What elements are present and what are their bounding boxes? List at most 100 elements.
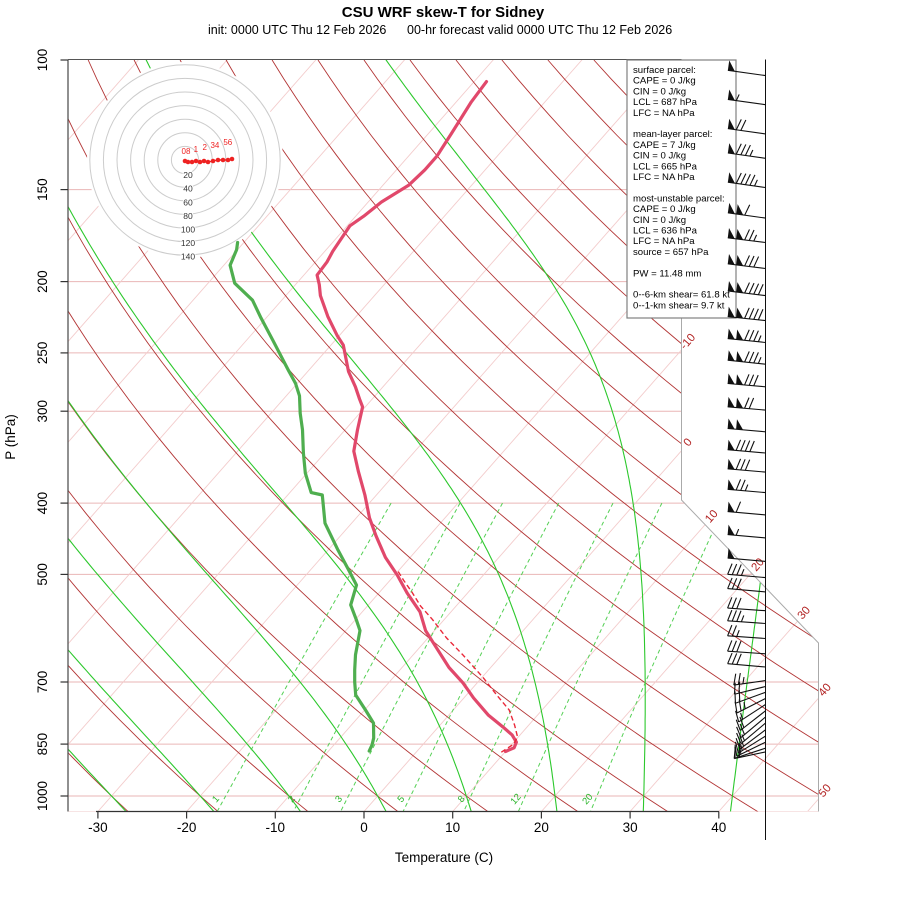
wind-barb-full (735, 439, 742, 451)
wind-barb-full (731, 563, 738, 575)
isotherm-line (807, 59, 819, 812)
wind-barb (727, 172, 766, 189)
wind-barb-full (748, 255, 755, 267)
parcel-info-line: CIN = 0 J/kg (633, 86, 686, 97)
wind-barb-pennant (727, 501, 735, 513)
wind-barb-shaft (727, 635, 766, 640)
wind-barb-full (727, 577, 733, 589)
wind-barb (727, 118, 766, 135)
mixing-ratio-line (588, 502, 727, 812)
wind-barb (727, 253, 766, 270)
wind-barb-half (735, 528, 740, 536)
wind-barb (727, 501, 766, 516)
parcel-info-line: LFC = NA hPa (633, 236, 695, 247)
wind-barb-full (731, 597, 737, 609)
wind-barb (727, 143, 766, 159)
hodograph-trace-dot (225, 157, 231, 163)
wind-barb-full (735, 143, 742, 155)
wind-barb-full (727, 640, 733, 652)
wind-barb-full (744, 204, 751, 216)
hodograph-trace-dot (215, 157, 221, 163)
x-axis-title: Temperature (C) (395, 850, 493, 865)
wind-barb (735, 704, 766, 723)
wind-barb-full (744, 174, 751, 185)
wind-barb-pennant (736, 282, 744, 293)
parcel-info-line: mean-layer parcel: (633, 129, 712, 140)
wind-barb-shaft (740, 722, 766, 745)
moist-adiabat-line (68, 59, 218, 812)
wind-barb-shaft (739, 729, 766, 750)
wind-barb-full (735, 119, 742, 131)
isotherm-line (629, 59, 819, 812)
wind-barb-half (736, 629, 740, 637)
wind-barb (727, 652, 766, 668)
wind-barb-pennant (727, 350, 735, 361)
parcel-info-border (626, 59, 737, 319)
wind-barb-half (739, 743, 743, 751)
wind-barb-pennant (727, 439, 735, 451)
parcel-info-line: 0--6-km shear= 61.8 kt (633, 290, 730, 301)
wind-barb (733, 746, 766, 760)
parcel-info-line: LCL = 665 hPa (633, 161, 698, 172)
wind-barb-full (744, 459, 751, 471)
wind-barb-pennant (727, 143, 735, 154)
wind-barb-shaft (727, 573, 766, 579)
mixing-ratio-line (338, 502, 503, 812)
hodograph-ring-label: 120 (181, 238, 195, 248)
wind-barb-shaft (736, 698, 766, 714)
wind-barb-shaft (727, 359, 766, 365)
wind-barb-full (744, 144, 751, 156)
y-axis-tick-label: 150 (35, 178, 50, 201)
wind-barb (727, 439, 766, 454)
wind-barb (735, 710, 766, 731)
wind-barb (727, 624, 766, 640)
wind-barb-full (744, 397, 750, 409)
hodograph-height-label: 56 (223, 138, 232, 147)
wind-barb-shaft (734, 751, 766, 760)
wind-barb-full (734, 741, 739, 754)
hodograph-trace-dot (185, 159, 191, 165)
dry-adiabat-line (68, 59, 673, 812)
wind-barb-shaft (727, 263, 766, 270)
wind-barb-shaft (736, 741, 766, 757)
wind-barb (727, 563, 766, 579)
wind-barb-full (744, 329, 750, 341)
wind-barb (727, 396, 766, 411)
wind-barb-shaft (727, 620, 766, 625)
wind-barb-half (757, 356, 762, 364)
wind-barb (727, 418, 766, 433)
wind-barb (727, 577, 766, 593)
wind-barb (727, 597, 766, 612)
parcel-info-line: CIN = 0 J/kg (633, 151, 686, 162)
wind-barb-full (738, 746, 741, 758)
dry-adiabat-line (68, 59, 493, 812)
wind-barb-full (733, 747, 736, 759)
moist-adiabat-line (383, 59, 646, 812)
wind-barb-half (741, 734, 746, 741)
wind-barb-pennant (727, 373, 735, 385)
hodograph-trace-dot (220, 157, 226, 163)
wind-barb-shaft (727, 290, 766, 297)
wind-barb-full (727, 597, 733, 609)
dry-adiabat-line (68, 59, 403, 812)
wind-barb-full (739, 716, 745, 728)
hodograph-trace-dot (189, 159, 195, 165)
wind-barb-pennant (727, 253, 735, 265)
plot-subtitle-init: init: 0000 UTC Thu 12 Feb 2026 (208, 23, 386, 37)
mixing-ratio-line (401, 502, 560, 812)
wind-barb-full (748, 308, 755, 320)
wind-barb-pennant (736, 307, 744, 319)
wind-barb-full (734, 701, 738, 714)
mixing-ratio-line (291, 502, 461, 812)
wind-barb-half (742, 676, 745, 684)
wind-barb-full (753, 256, 760, 268)
wind-barb-pennant (736, 228, 744, 240)
wind-barb-full (737, 672, 741, 685)
wind-barb-shaft (727, 663, 766, 668)
wind-barb-pennant (736, 329, 744, 341)
wind-barb-full (749, 440, 755, 452)
isotherm-line (718, 59, 819, 812)
wind-barb-shaft (739, 710, 766, 731)
parcel-info-line: 0--1-km shear= 9.7 kt (633, 300, 725, 311)
